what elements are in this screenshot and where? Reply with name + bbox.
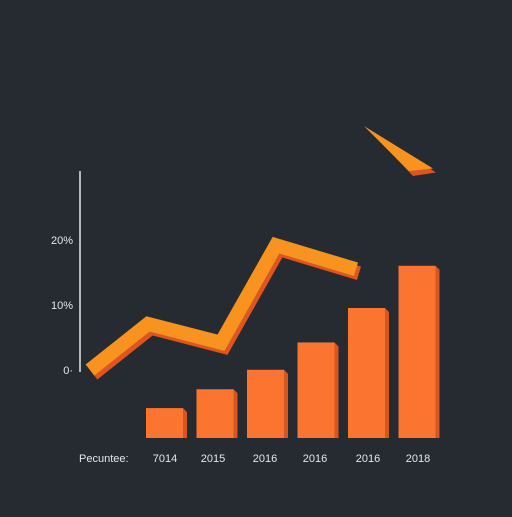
x-tick-label: 2016 bbox=[303, 453, 327, 465]
bar-side bbox=[233, 389, 238, 438]
x-tick-label: 7014 bbox=[153, 453, 177, 465]
bar bbox=[146, 408, 183, 438]
bar-layer bbox=[146, 265, 440, 438]
y-tick-label: 20% bbox=[51, 235, 73, 247]
x-tick-label: 2018 bbox=[406, 453, 430, 465]
bar-side bbox=[435, 265, 440, 438]
trend-arrow-layer bbox=[85, 126, 436, 380]
bar-side bbox=[284, 369, 288, 438]
bar-side bbox=[385, 308, 389, 438]
trend-arrow-line bbox=[85, 236, 359, 376]
bar bbox=[398, 265, 436, 438]
x-axis-label: Pecuntee: bbox=[79, 453, 129, 465]
bar-side bbox=[334, 342, 339, 438]
bar bbox=[196, 389, 234, 438]
trend-arrowhead bbox=[364, 126, 433, 171]
bar bbox=[247, 369, 284, 438]
y-tick-label: 10% bbox=[51, 300, 73, 312]
bar bbox=[348, 308, 385, 438]
y-tick-label: 0· bbox=[63, 365, 73, 377]
bar-side bbox=[183, 408, 187, 438]
x-tick-label: 2015 bbox=[201, 453, 225, 465]
label-layer: 0· 10% 20% 7014 2015 2016 2016 2016 2018 Pecuntee… bbox=[51, 235, 430, 465]
x-tick-label: 2016 bbox=[356, 453, 380, 465]
bar bbox=[297, 342, 335, 438]
x-tick-label: 2016 bbox=[253, 453, 277, 465]
